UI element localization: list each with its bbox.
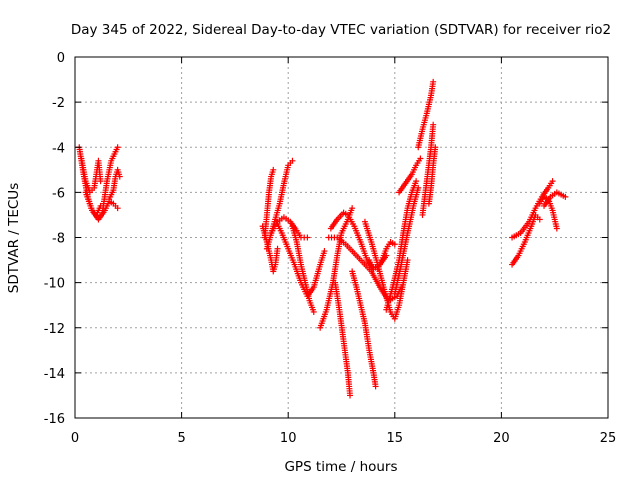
series-markers: [396, 155, 424, 196]
chart-title: Day 345 of 2022, Sidereal Day-to-day VTE…: [71, 22, 611, 38]
y-tick-label: -16: [44, 412, 65, 427]
series-arc-2: [78, 155, 104, 196]
series-markers: [415, 78, 437, 151]
series-markers: [509, 211, 543, 268]
series-arc-21: [396, 155, 424, 196]
axis-ticks: 0 5 10 15 20 25 0 -2 -4 -6 -8 -10 -12 -14 -16: [44, 51, 617, 446]
x-tick-label: 25: [600, 431, 617, 446]
series-arc-22: [415, 78, 437, 151]
y-tick-label: -2: [52, 96, 65, 111]
series-markers: [106, 166, 123, 203]
x-tick-label: 15: [387, 431, 404, 446]
series-markers: [383, 178, 420, 313]
x-tick-label: 20: [493, 431, 510, 446]
series-arc-18: [366, 239, 398, 273]
series-arc-25: [509, 211, 543, 268]
x-tick-label: 5: [177, 431, 185, 446]
series-markers: [391, 184, 422, 297]
x-tick-label: 10: [280, 431, 297, 446]
series-arc-23: [419, 121, 437, 218]
y-axis-label: SDTVAR / TECUs: [6, 183, 22, 293]
series-markers: [349, 268, 379, 390]
series-arc-20: [391, 184, 422, 297]
y-tick-label: -6: [52, 186, 65, 201]
series-markers: [425, 144, 439, 207]
y-tick-label: 0: [57, 51, 65, 66]
series-arc-28: [541, 189, 569, 209]
series-markers: [366, 239, 398, 273]
y-tick-label: -12: [44, 322, 65, 337]
series-markers: [289, 223, 317, 315]
series-markers: [332, 279, 354, 399]
series-arc-15: [332, 279, 354, 399]
series-arc-24: [425, 144, 439, 207]
series-arc-11: [289, 223, 317, 315]
series-arc-16: [349, 268, 379, 390]
series-markers: [541, 189, 569, 209]
y-tick-label: -14: [44, 367, 65, 382]
y-tick-label: -8: [52, 232, 65, 247]
series-arc-4: [99, 144, 121, 214]
series-markers: [419, 121, 437, 218]
y-tick-label: -4: [52, 141, 65, 156]
series-arc-19: [383, 178, 420, 313]
series-markers: [99, 144, 121, 214]
y-tick-label: -10: [44, 277, 65, 292]
series-arc-5: [106, 166, 123, 203]
x-axis-label: GPS time / hours: [284, 459, 397, 475]
series-markers: [78, 155, 104, 196]
x-tick-label: 0: [71, 431, 79, 446]
data-series: [76, 78, 569, 399]
